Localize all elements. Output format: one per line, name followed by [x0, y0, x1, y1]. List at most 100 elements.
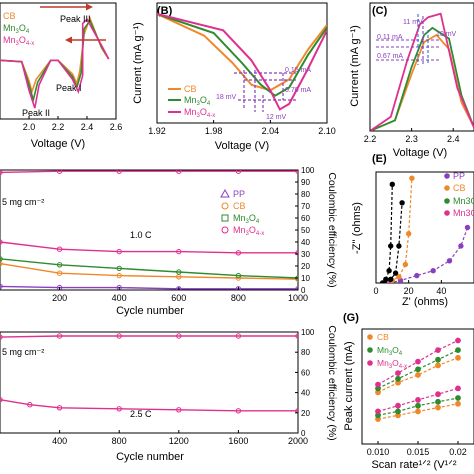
panel-d-point-cb [0, 260, 3, 267]
panel-d-ytick-label: 90 [301, 178, 310, 187]
panel-a-arrowhead-left [65, 36, 72, 44]
panel-d-xtick-label: 200 [52, 293, 67, 303]
panel-f-point-coulombic-efficiency [56, 333, 63, 339]
panel-c-xlabel: Voltage (V) [393, 147, 447, 159]
panel-d-point-mn3o4 [56, 262, 63, 268]
panel-f-point-mn3o4-x [56, 405, 63, 411]
panel-e-point-cb [409, 175, 415, 181]
panel-e-point-pp [414, 272, 420, 279]
panel-f-point-mn3o4-x [235, 408, 242, 414]
panel-f-frame [0, 331, 299, 434]
panel-c-xtick-label: 2.2 [364, 134, 377, 144]
panel-d-legend-mn3o4-marker [221, 214, 229, 222]
panel-b-legend-mn3o4x: Mn3O4-x [184, 107, 215, 119]
panel-d-point-mn3o4-x [116, 248, 122, 255]
panel-f-xtick-label: 800 [112, 436, 127, 446]
panel-g-point-mn3o4 [415, 366, 421, 373]
panel-e-point-mn3o [388, 243, 394, 249]
panel-e-xtick-label: 20 [404, 286, 414, 296]
panel-g-point-mn3o4-low [435, 398, 441, 405]
panel-f-point-mn3o4-x [27, 402, 33, 408]
panel-d-ytick-label: 60 [301, 214, 310, 223]
panel-b-xtick-label: 2.10 [318, 126, 336, 136]
panel-d-legend-cb: CB [233, 201, 246, 211]
panel-g-point-mn3o4-x [435, 347, 441, 354]
panel-a-legend-mn3o4x: Mn3O4-x [3, 35, 34, 47]
panel-g-label: (G) [343, 312, 359, 324]
panel-c-ylabel: Current (mA g⁻¹) [349, 25, 361, 107]
panel-f-series-mn3o4-x [0, 399, 298, 412]
panel-e: (E) 0 20 40 Z' (ohms) -Z'' (ohms) PP CB Mn… [351, 153, 474, 308]
panel-f-ytick-label: 80 [301, 348, 310, 357]
panel-a-xtick-label: 2.0 [23, 122, 36, 132]
panel-d-xtick-label: 1000 [288, 293, 308, 303]
panel-g-point-cb [455, 354, 461, 361]
panel-d-point-coulombic-efficiency [295, 170, 298, 174]
panel-a-legend-cb: CB [3, 11, 16, 21]
panel-e-label: (E) [372, 153, 387, 165]
panel-d-ytick-label: 10 [301, 274, 310, 283]
panel-a-arrowhead-right [86, 3, 93, 11]
panel-f-ylabel: Coulombic efficiency (%) [326, 325, 338, 440]
panel-e-point-mn3o [388, 276, 394, 282]
panel-d-xlabel: Cycle number [116, 305, 184, 317]
panel-e-xtick-label: 40 [436, 286, 446, 296]
panel-b-xlabel: Voltage (V) [215, 140, 269, 152]
panel-b-series-mn3o4 [157, 12, 327, 97]
panel-a-legend-mn3o4: Mn3O4 [3, 23, 30, 35]
panel-f-xtick-label: 1600 [228, 436, 248, 446]
panel-f-point-coulombic-efficiency [295, 333, 298, 339]
panel-f-xtick-label: 400 [52, 436, 67, 446]
panel-f-series-coulombic-efficiency [0, 335, 298, 338]
panel-d-point-mn3o4 [116, 265, 122, 272]
panel-d-point-coulombic-efficiency [116, 170, 122, 174]
panel-c-label: (C) [372, 5, 388, 17]
panel-c-xtick-label: 2.3 [405, 134, 418, 144]
panel-g-point-cb-low [435, 404, 441, 411]
panel-f-xtick-label: 2000 [288, 436, 308, 446]
panel-e-legend-mn3o4x: Mn3O [453, 208, 474, 218]
panel-d-point-mn3o4-x [0, 239, 3, 245]
panel-g-point-mn3o4-x-low [375, 408, 381, 415]
panel-d-series-coulombic-efficiency [0, 170, 298, 174]
panel-f-point-coulombic-efficiency [0, 334, 3, 340]
panel-e-point-cb [406, 231, 412, 237]
panel-e-legend-pp: PP [453, 171, 465, 181]
panel-g-legend-mn3o4: Mn3O4 [377, 345, 403, 357]
panel-f-ytick-label: 100 [301, 328, 315, 337]
panel-e-point-cb [402, 261, 409, 268]
panel-e-point-cb [396, 274, 402, 280]
panel-f-ytick-label: 0 [301, 429, 306, 438]
panel-f-point-mn3o4-x [176, 407, 182, 413]
panel-d-point-pp [235, 286, 242, 290]
panel-g-ylabel: Peak current (mA) [343, 341, 355, 430]
panel-d-xtick-label: 800 [231, 293, 246, 303]
panel-c-accent-marks [417, 14, 429, 65]
panel-d-series-mn3o4-x [0, 241, 298, 254]
panel-e-legend-mn3o4: Mn3O [453, 196, 474, 206]
panel-a-xtick-label: 2.4 [81, 122, 94, 132]
panel-g-point-mn3o4 [435, 356, 441, 363]
panel-b-dim-015: 0.15 mA [285, 67, 311, 74]
panel-g-point-mn3o4 [395, 375, 401, 382]
panel-e-point-mn3o [392, 270, 399, 276]
panel-e-point-mn3o [383, 276, 389, 282]
panel-e-point-mn3o [396, 243, 402, 249]
panel-e-legend-cb-marker [444, 185, 450, 191]
panel-f-point-mn3o4-x [116, 406, 122, 412]
panel-b-xtick-label: 2.04 [262, 126, 280, 136]
panel-a-series-mn3o4-x [0, 18, 110, 109]
panel-d-point-coulombic-efficiency [176, 170, 182, 174]
panel-d-legend-pp-marker [220, 188, 230, 198]
panel-d-ytick-label: 20 [301, 262, 310, 271]
panel-d-point-pp [176, 286, 182, 290]
panel-f-xlabel: Cycle number [116, 451, 184, 463]
panel-b-ylabel: Current (mA g⁻¹) [132, 22, 144, 104]
panel-c-dim-11mv: 11 mV [403, 19, 423, 26]
panel-f-point-coulombic-efficiency [176, 333, 182, 339]
panel-f-ytick-label: 20 [301, 409, 310, 418]
panel-d-ytick-label: 100 [301, 166, 315, 175]
panel-c-xtick-label: 2.4 [447, 134, 460, 144]
